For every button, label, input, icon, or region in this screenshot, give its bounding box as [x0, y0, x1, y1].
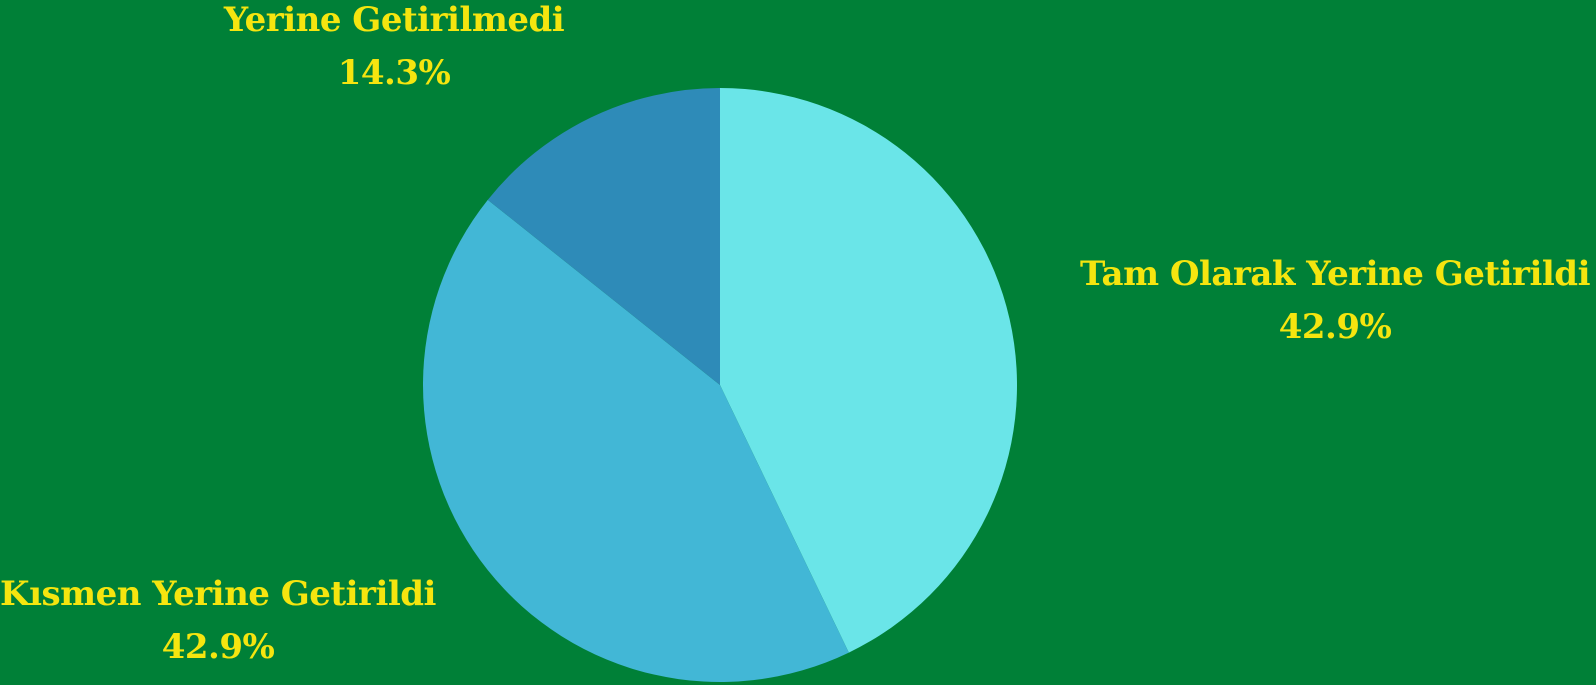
slice-value-text: 42.9%	[1278, 307, 1392, 347]
slice-label-kismen-yerine-getirildi: Kısmen Yerine Getirildi 42.9%	[0, 568, 436, 674]
slice-label-yerine-getirilmedi: Yerine Getirilmedi 14.3%	[190, 0, 598, 100]
slice-label-text: Yerine Getirilmedi	[223, 0, 565, 40]
pie-slice-1	[422, 199, 849, 682]
slice-label-text: Kısmen Yerine Getirildi	[0, 574, 436, 614]
slice-label-text: Tam Olarak Yerine Getirildi	[1080, 254, 1590, 294]
slice-value-text: 14.3%	[337, 53, 451, 93]
pie-slice-2	[487, 87, 720, 385]
pie-slice-0	[720, 88, 1017, 653]
slice-label-tam-olarak-yerine-getirildi: Tam Olarak Yerine Getirildi 42.9%	[1075, 248, 1595, 354]
slice-value-text: 42.9%	[161, 627, 275, 667]
